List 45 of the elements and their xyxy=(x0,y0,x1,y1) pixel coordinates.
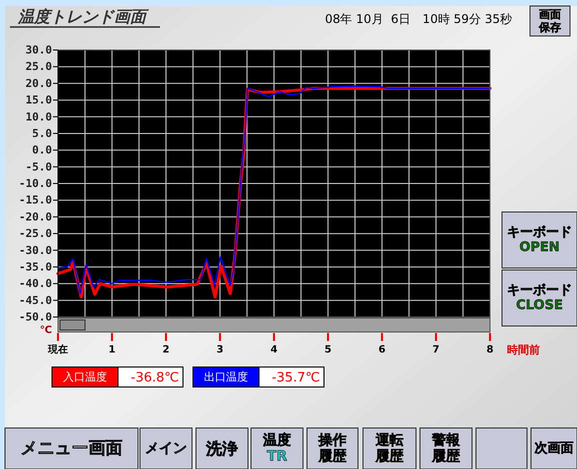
y-tick-label: -5.0 xyxy=(26,160,52,174)
y-tick-label: 30.0 xyxy=(26,44,52,56)
text: キーボード CLOSE xyxy=(507,283,572,313)
text: 次画面 xyxy=(534,441,574,456)
y-tick-label: 20.0 xyxy=(26,76,52,90)
y-tick-label: -40.0 xyxy=(18,277,52,290)
y-tick-label: -30.0 xyxy=(18,244,52,257)
x-tick-label: 1 xyxy=(108,344,116,356)
text: メニュー画面 xyxy=(20,438,122,458)
text: 洗浄 xyxy=(205,439,238,458)
y-tick-label: -25.0 xyxy=(18,227,52,240)
x-tick-label: 5 xyxy=(324,344,332,356)
y-tick-label: -20.0 xyxy=(18,210,52,224)
x-tick-label: 4 xyxy=(270,344,278,356)
y-tick-label: -50.0 xyxy=(18,310,52,324)
x-tick-label: 2 xyxy=(162,344,170,356)
x-axis-title: 時間前 xyxy=(507,344,540,356)
x-tick-label: 6 xyxy=(378,344,386,356)
y-tick-label: -35.0 xyxy=(18,260,52,274)
y-tick-label: 10.0 xyxy=(26,110,52,124)
y-tick-label: -45.0 xyxy=(18,294,52,307)
text: 入口温度 xyxy=(63,370,107,384)
text: 運転履歴 xyxy=(374,432,404,464)
text: メイン xyxy=(145,440,187,456)
text: キーボード OPEN xyxy=(507,225,572,255)
y-tick-label: 5.0 xyxy=(32,126,52,140)
chart-subtitle: 08年 10月 6日 10時 59分 35秒 xyxy=(324,12,512,26)
text: 操作履歴 xyxy=(318,432,348,464)
x-tick-label: 現在 xyxy=(47,344,68,356)
y-tick-label: 0.0 xyxy=(32,144,52,157)
x-tick-label: 3 xyxy=(216,344,224,356)
x-tick-label: 8 xyxy=(486,344,494,356)
text: -35.7℃ xyxy=(272,370,320,386)
y-tick-label: 15.0 xyxy=(26,94,52,107)
y-tick-label: -10.0 xyxy=(18,177,52,190)
text: 出口温度 xyxy=(204,370,248,384)
y-axis-title: ℃ xyxy=(40,325,52,336)
x-tick-label: 7 xyxy=(432,344,440,356)
y-tick-label: 25.0 xyxy=(26,60,52,74)
text: 温度 TR xyxy=(262,432,291,464)
y-tick-label: -15.0 xyxy=(18,194,52,207)
text: 警報履歴 xyxy=(431,432,461,464)
text: -36.8℃ xyxy=(130,370,179,386)
chart-title: 温度トレンド画面 xyxy=(17,7,149,26)
text: 画面保存 xyxy=(538,8,561,34)
